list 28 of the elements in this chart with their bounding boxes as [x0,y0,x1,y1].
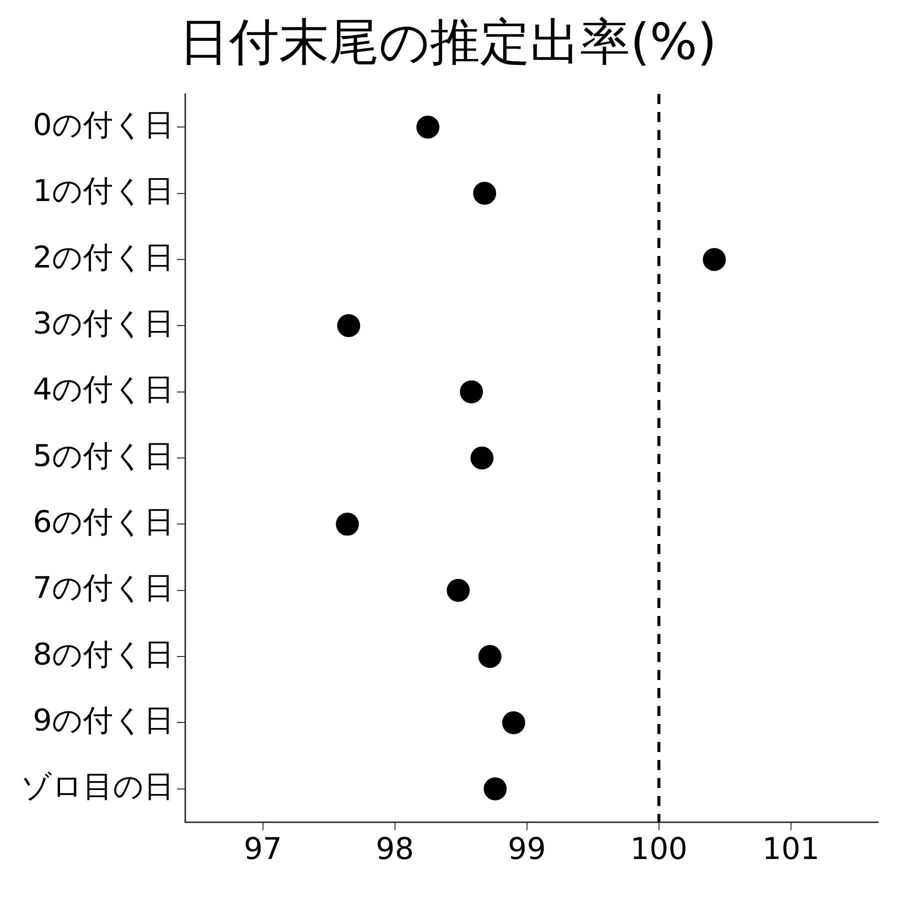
y-tick-label: 2の付く日 [32,240,174,276]
y-tick-label: 0の付く日 [32,108,174,143]
y-tick-label: 3の付く日 [32,306,174,342]
point [484,777,507,800]
x-tick-label: 97 [244,832,282,867]
x-tick-label: 100 [630,832,688,867]
y-tick-label: 6の付く日 [32,504,174,540]
x-tick-label: 101 [762,832,820,867]
y-tick-label: ゾロ目の日 [21,770,174,805]
point [502,711,526,734]
point [416,116,440,139]
point [460,380,483,404]
point [473,182,496,205]
chart-title: 日付末尾の推定出率(%) [179,12,717,71]
point [336,512,359,536]
point [470,446,494,470]
y-tick-label: 9の付く日 [32,704,174,739]
x-tick-label: 99 [508,832,546,867]
point [337,314,360,338]
y-tick-label: 7の付く日 [32,571,174,606]
point [702,248,726,271]
y-tick-label: 1の付く日 [32,174,174,210]
point [478,645,502,668]
x-tick-label: 98 [376,832,414,867]
point [446,578,470,602]
y-tick-label: 8の付く日 [32,637,174,672]
y-tick-label: 4の付く日 [32,372,174,408]
y-tick-label: 5の付く日 [32,438,174,474]
